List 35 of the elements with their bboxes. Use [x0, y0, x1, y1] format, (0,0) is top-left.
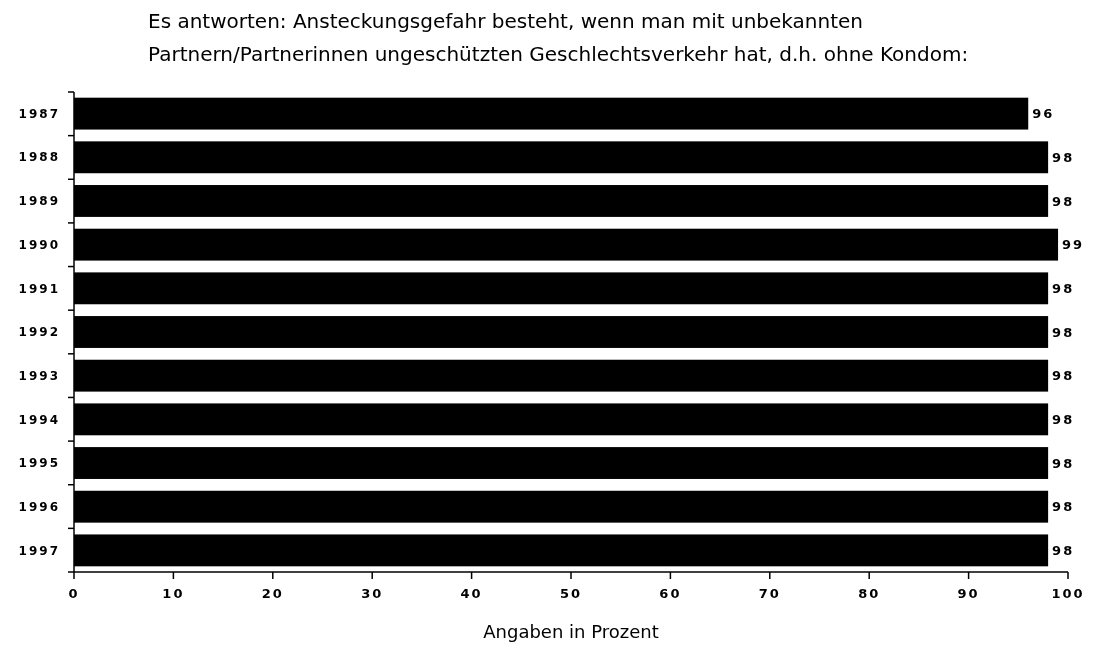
y-tick-label: 1988 [18, 150, 60, 165]
data-label: 98 [1052, 368, 1075, 384]
y-tick-label: 1990 [18, 237, 60, 252]
x-tick-label: 0 [68, 586, 80, 601]
y-tick-label: 1994 [18, 412, 60, 427]
x-tick-label: 50 [559, 586, 583, 601]
y-tick-label: 1991 [18, 281, 60, 296]
data-label: 98 [1052, 193, 1075, 209]
x-tick-label: 90 [957, 586, 980, 601]
y-tick-label: 1996 [18, 499, 60, 514]
data-label: 98 [1052, 324, 1075, 340]
data-label: 98 [1052, 499, 1075, 515]
data-label: 96 [1032, 106, 1055, 122]
y-tick-label: 1987 [18, 106, 60, 121]
x-tick-label: 10 [162, 586, 185, 601]
data-label: 98 [1052, 280, 1075, 296]
y-tick-label: 1993 [18, 368, 60, 383]
data-label: 98 [1052, 149, 1075, 165]
x-tick-label: 20 [261, 586, 284, 601]
x-axis-title: Angaben in Prozent [483, 621, 659, 642]
y-tick-label: 1992 [18, 325, 60, 340]
x-tick-label: 100 [1051, 586, 1085, 601]
x-tick-label: 40 [460, 586, 483, 601]
y-tick-label: 1995 [18, 456, 60, 471]
x-tick-label: 80 [858, 586, 881, 601]
x-tick-label: 30 [361, 586, 384, 601]
y-tick-label: 1997 [18, 543, 60, 558]
x-tick-label: 70 [758, 586, 781, 601]
chart-title: Es antworten: Ansteckungsgefahr besteht, wenn man mit unbekannten Partnern/Partnerinnen ungeschützten Geschlechtsverkehr hat, d.h. ohne Kondom: [148, 9, 969, 66]
data-label: 98 [1052, 542, 1075, 558]
x-tick-label: 60 [659, 586, 682, 601]
data-label: 99 [1062, 237, 1085, 253]
data-label: 98 [1052, 411, 1075, 427]
data-label: 98 [1052, 455, 1075, 471]
y-tick-label: 1989 [18, 194, 60, 209]
